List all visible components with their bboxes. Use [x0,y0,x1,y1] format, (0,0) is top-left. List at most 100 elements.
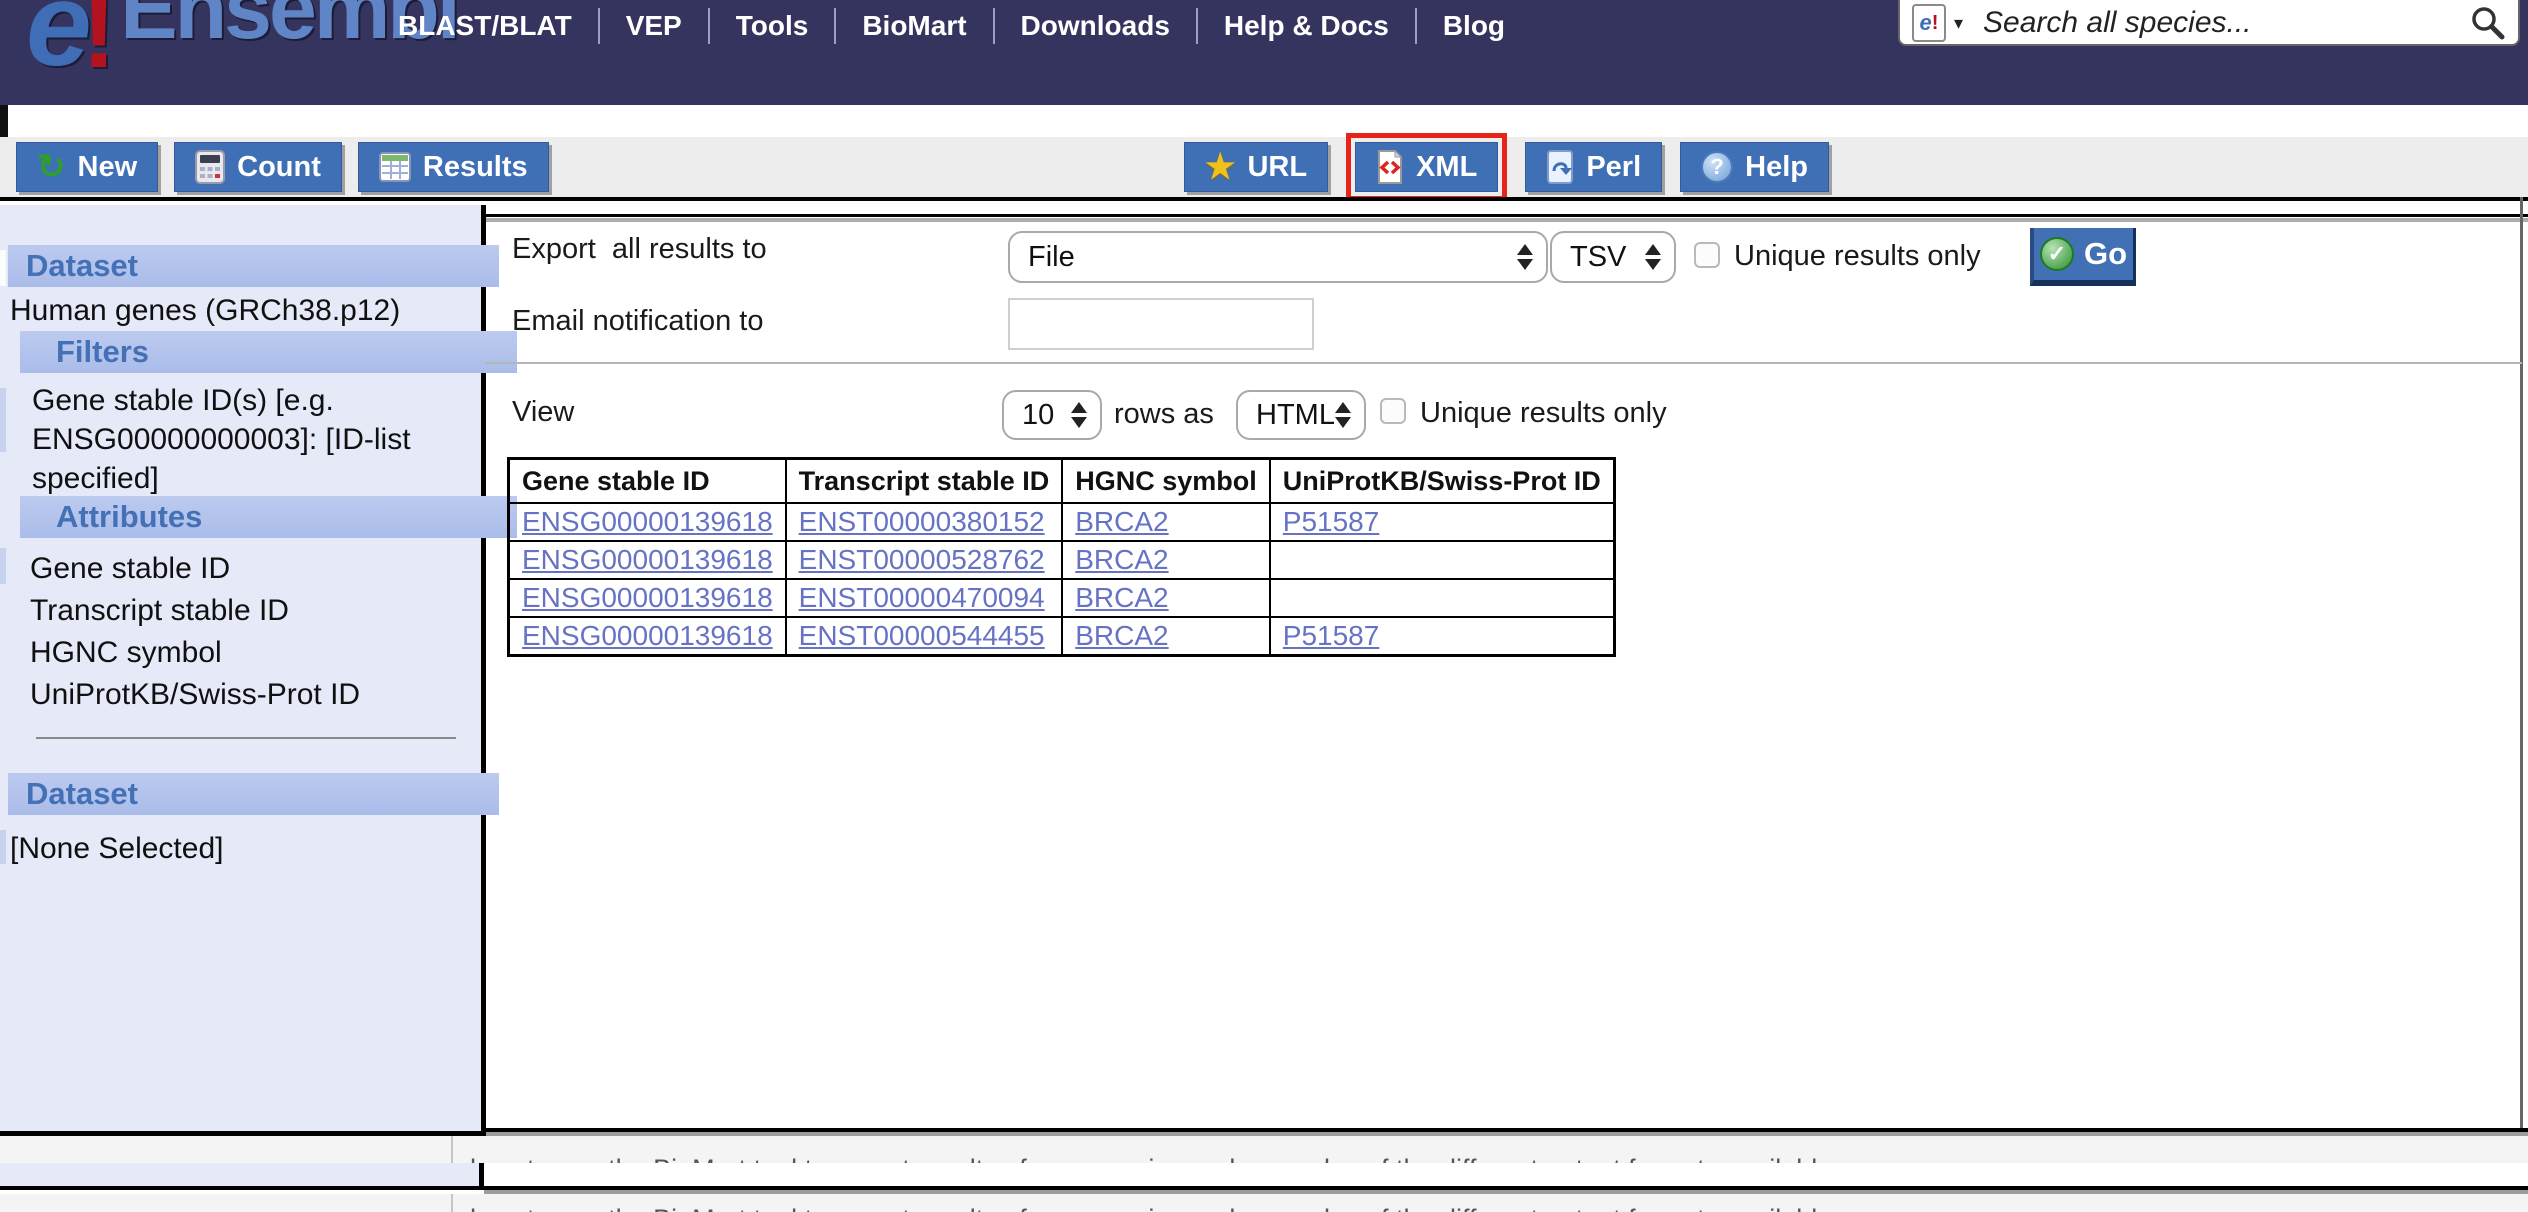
select-stepper-icon [1517,244,1533,270]
uniprot-id-link[interactable]: P51587 [1282,506,1380,537]
count-button[interactable]: Count [174,142,342,192]
sidebar-frame-bottom-border [0,1131,486,1136]
search-magnifier-icon[interactable] [2470,5,2506,41]
view-rows-select[interactable]: 10 [1002,390,1102,440]
table-row: ENSG00000139618 ENST00000470094 BRCA2 [507,578,1616,618]
url-button-label: URL [1247,150,1308,183]
results-frame-bottom-border [486,1128,2528,1132]
go-button[interactable]: ✓ Go [2030,228,2136,286]
nav-vep[interactable]: VEP [625,10,682,41]
sidebar-filter-item[interactable]: Gene stable ID(s) [e.g. ENSG00000000003]… [32,384,411,495]
ensembl-logo[interactable]: e ! Ensembl [26,0,461,90]
hgnc-symbol-link[interactable]: BRCA2 [1075,506,1169,537]
gene-id-link[interactable]: ENSG00000139618 [522,582,773,613]
hgnc-symbol-link[interactable]: BRCA2 [1075,620,1169,651]
query-summary-sidebar: Dataset Human genes (GRCh38.p12) Filters… [0,205,517,1133]
view-format-select[interactable]: HTML [1236,390,1366,440]
view-rows-value: 10 [1022,398,1055,431]
transcript-id-link[interactable]: ENST00000380152 [798,506,1045,537]
perl-script-icon [1547,150,1574,184]
sidebar-dataset2-header[interactable]: Dataset [8,773,499,815]
sidebar-attribute-item[interactable]: Gene stable ID [30,552,231,585]
hgnc-symbol-link[interactable]: BRCA2 [1075,582,1169,613]
species-search-box[interactable]: e! ▾ Search all species... [1898,0,2520,46]
export-unique-checkbox[interactable] [1694,242,1720,268]
url-button[interactable]: ★ URL [1184,142,1329,192]
go-button-label: Go [2083,236,2128,271]
nav-downloads[interactable]: Downloads [1020,10,1170,41]
transcript-id-link[interactable]: ENST00000528762 [798,544,1045,575]
table-header-row: Gene stable ID Transcript stable ID HGNC… [507,457,1616,504]
view-unique-checkbox[interactable] [1380,398,1406,424]
export-format-select[interactable]: TSV [1550,231,1676,283]
email-input[interactable] [1008,298,1314,350]
nav-help-docs[interactable]: Help & Docs [1223,10,1389,41]
table-row: ENSG00000139618 ENST00000380152 BRCA2 P5… [507,502,1616,542]
col-header-transcript-id: Transcript stable ID [784,457,1064,504]
sidebar-main-divider [481,205,486,1133]
uniprot-id-link[interactable]: P51587 [1282,620,1380,651]
dataset2-header-label: Dataset [26,776,138,811]
new-button[interactable]: ↻ New [16,142,159,192]
cutoff-expander-notch [0,830,6,864]
sidebar-filters-header[interactable]: Filters [20,331,517,373]
hgnc-symbol-link[interactable]: BRCA2 [1075,544,1169,575]
results-table-icon [378,152,411,182]
gene-id-link[interactable]: ENSG00000139618 [522,620,773,651]
view-label: View [512,396,575,428]
transcript-id-link[interactable]: ENST00000470094 [798,582,1045,613]
nav-tools[interactable]: Tools [735,10,809,41]
nav-blog[interactable]: Blog [1442,10,1506,41]
right-frame-edge [2520,197,2523,1133]
nav-blast-blat[interactable]: BLAST/BLAT [398,10,572,41]
sidebar-attribute-item[interactable]: HGNC symbol [30,636,222,669]
results-button[interactable]: Results [357,142,549,192]
attributes-header-label: Attributes [56,499,203,534]
new-refresh-icon: ↻ [37,148,66,186]
sidebar-attribute-item[interactable]: Transcript stable ID [30,594,289,627]
sidebar-dataset2-value[interactable]: [None Selected] [10,832,224,865]
lower-frame-divider [479,1163,484,1186]
view-format-value: HTML [1256,398,1335,431]
star-icon: ★ [1205,148,1236,186]
search-input[interactable]: Search all species... [1983,6,2252,39]
sidebar-dataset-header[interactable]: Dataset [8,245,499,287]
footer-strip-divider [451,1136,453,1163]
select-stepper-icon [1071,402,1087,428]
toolbar-bottom-border [0,197,2528,201]
sidebar-dataset-value[interactable]: Human genes (GRCh38.p12) [10,294,401,327]
search-scope-caret-icon[interactable]: ▾ [1954,12,1964,33]
transcript-id-link[interactable]: ENST00000544455 [798,620,1045,651]
perl-button[interactable]: Perl [1525,142,1663,192]
export-format-value: TSV [1570,240,1627,273]
help-button[interactable]: ? Help [1680,142,1829,192]
export-target-select[interactable]: File [1008,231,1548,283]
gene-id-link[interactable]: ENSG00000139618 [522,544,773,575]
xml-highlight-box: XML [1346,133,1508,201]
search-scope-icon[interactable]: e! [1912,4,1946,42]
sidebar-divider [36,737,456,739]
sidebar-attributes-header[interactable]: Attributes [20,496,517,538]
dataset-header-label: Dataset [26,248,138,283]
xml-button[interactable]: XML [1355,142,1499,192]
email-label: Email notification to [512,305,764,337]
help-question-icon: ? [1701,151,1734,183]
lower-sidebar-frame-sliver [0,1163,479,1186]
logo-exclamation: ! [81,0,117,90]
view-unique-label: Unique results only [1420,397,1667,429]
nav-separator [1414,8,1417,44]
rows-as-label: rows as [1114,398,1214,430]
filters-header-label: Filters [56,334,150,369]
sidebar-attribute-item[interactable]: UniProtKB/Swiss-Prot ID [30,678,361,711]
lower-main-frame-sliver [484,1163,2528,1186]
frame-corner-notch [0,105,8,162]
gene-id-link[interactable]: ENSG00000139618 [522,506,773,537]
new-button-label: New [77,150,138,183]
perl-button-label: Perl [1586,150,1642,183]
table-row: ENSG00000139618 ENST00000528762 BRCA2 [507,540,1616,580]
footer-strip [0,1194,2528,1212]
nav-biomart[interactable]: BioMart [862,10,967,41]
export-label: Export all results to [512,233,767,265]
lower-frame-bottom-border [0,1186,2528,1190]
